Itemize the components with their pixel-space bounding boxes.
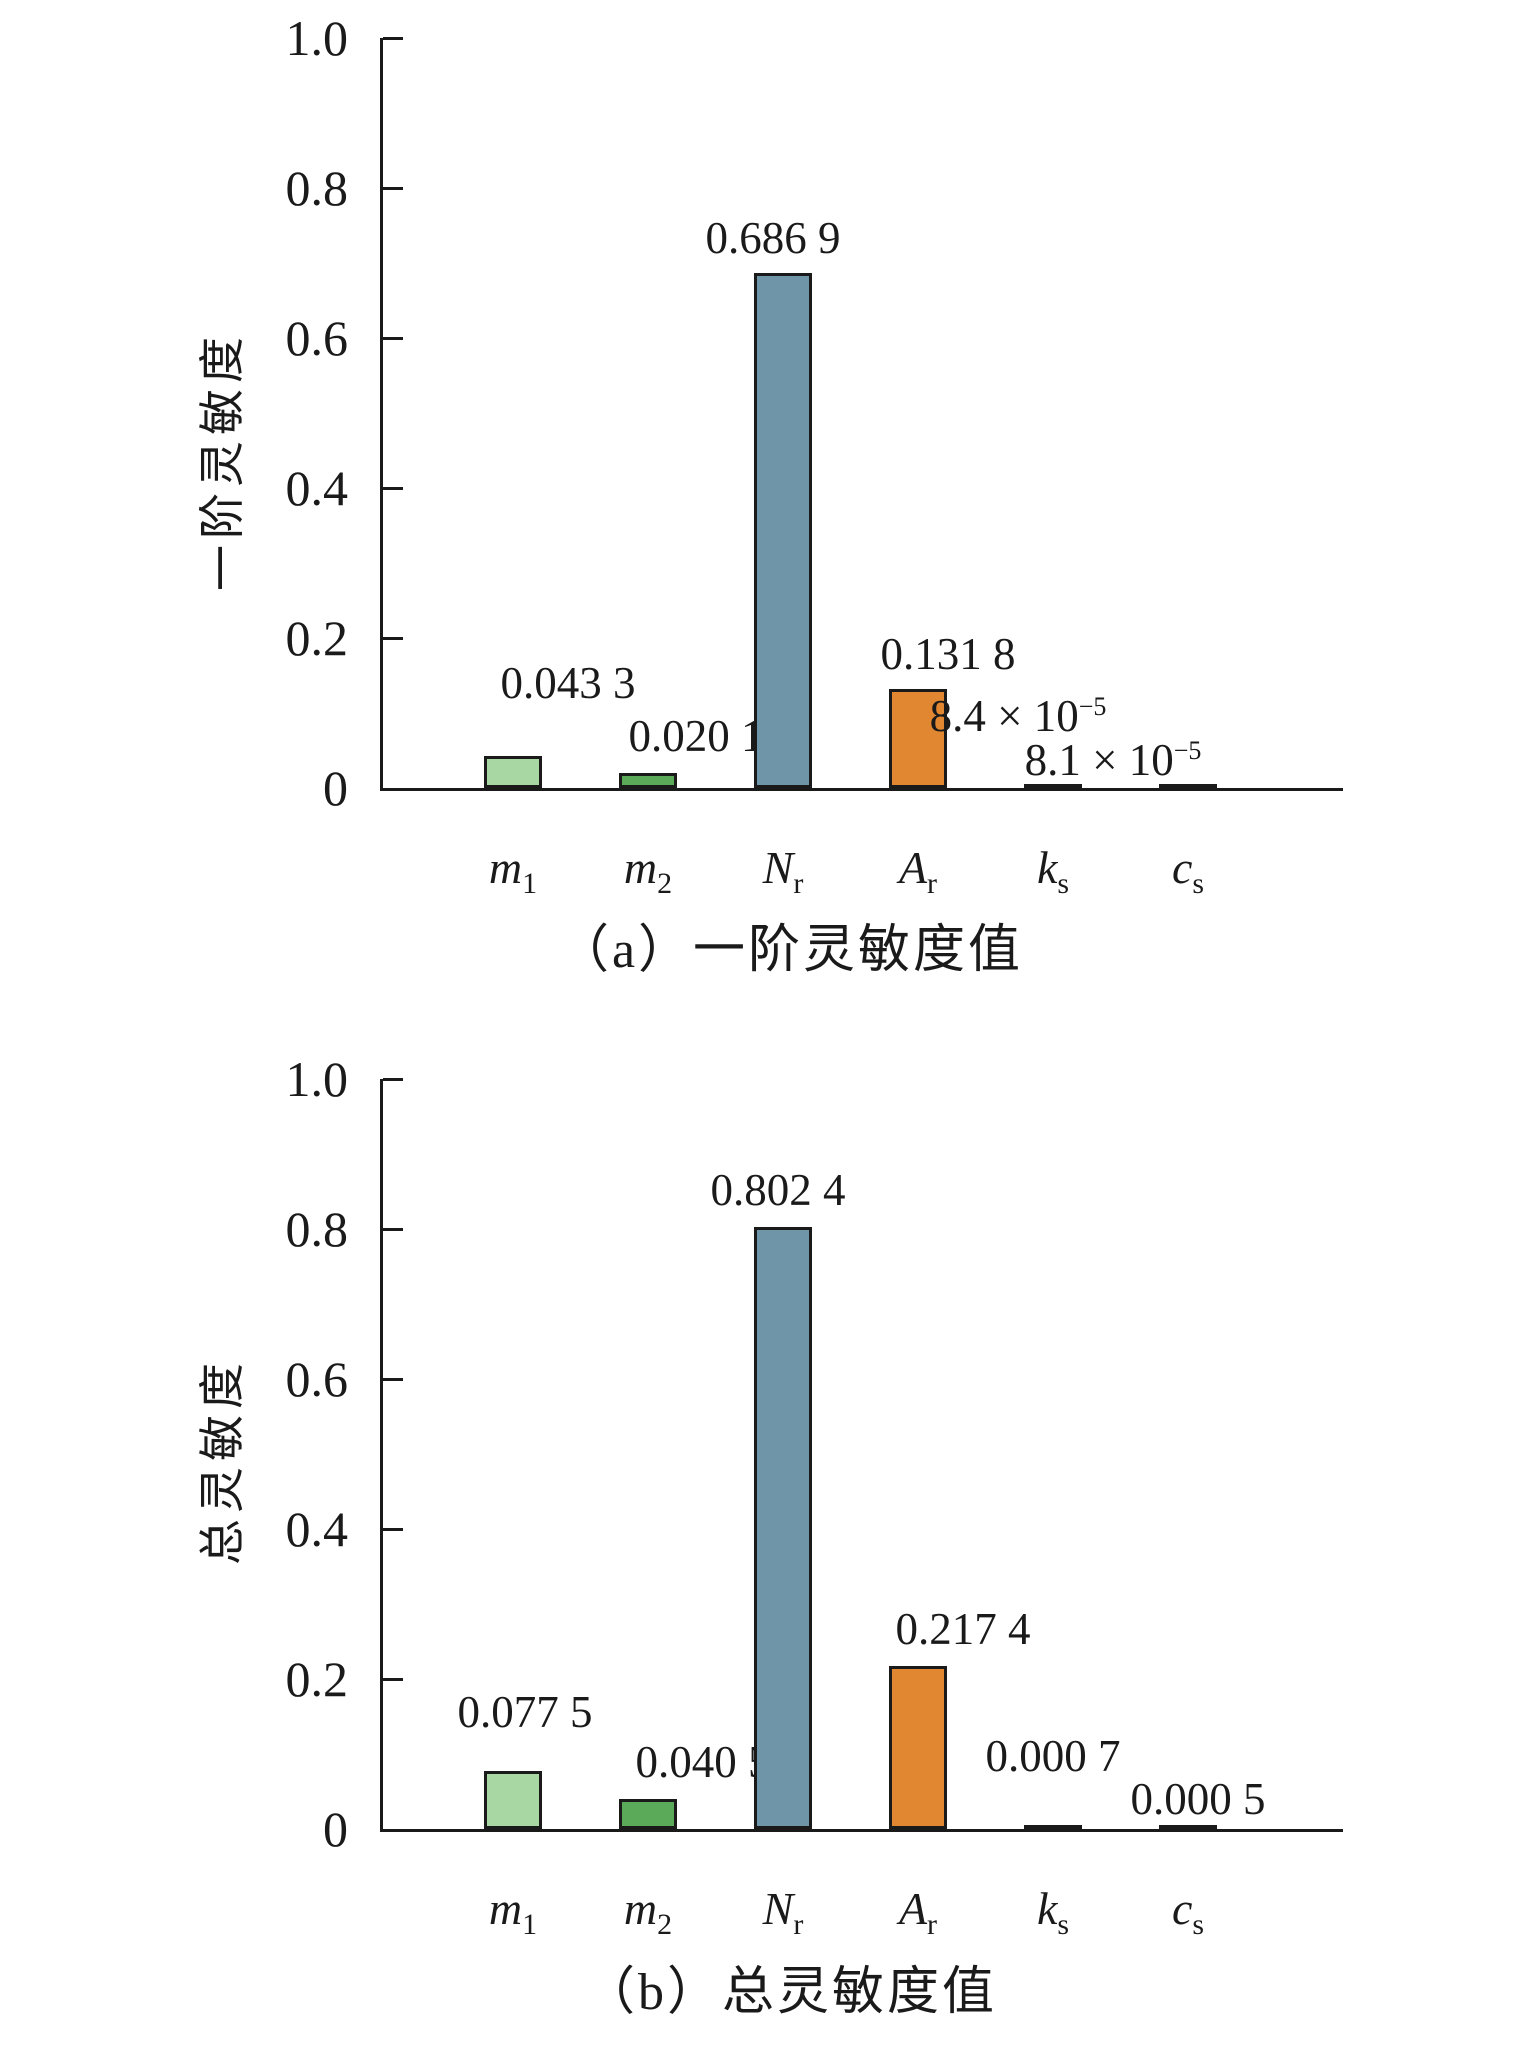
bar-cs xyxy=(1159,784,1217,788)
bar-cs xyxy=(1159,1825,1217,1829)
value-label-ks: 8.4 × 10−5 xyxy=(929,691,1107,741)
bar-m2 xyxy=(619,1799,677,1829)
bar-ks xyxy=(1024,784,1082,788)
y-tick-label: 1.0 xyxy=(285,1051,349,1107)
y-tick-label: 0.8 xyxy=(285,160,349,216)
y-tick-mark xyxy=(383,337,403,340)
y-tick-mark xyxy=(383,1228,403,1231)
plot-area-b: 1.0 0.8 0.6 0.4 0.2 0 0.077 5 m1 0.040 5 m2 0.802 … xyxy=(286,1054,1343,1941)
value-label-cs: 0.000 5 xyxy=(1130,1774,1266,1824)
y-tick-label: 0.2 xyxy=(285,610,349,666)
x-category-label-ks: ks xyxy=(1036,1883,1070,1942)
y-tick-label: 0.4 xyxy=(285,460,349,516)
y-tick-mark xyxy=(383,1378,403,1381)
bar-Ar xyxy=(889,689,947,788)
caption-a: （a）一阶灵敏度值 xyxy=(556,922,1024,979)
value-label-Ar: 0.131 8 xyxy=(880,629,1016,679)
x-category-label-Ar: Ar xyxy=(898,1883,938,1942)
value-label-Nr: 0.686 9 xyxy=(705,213,841,263)
value-label-m2: 0.040 5 xyxy=(635,1737,771,1787)
bar-Ar xyxy=(889,1666,947,1829)
sensitivity-figure: 一阶灵敏度 1.0 0.8 0.6 0.4 0.2 0 0.043 3 m1 0.020 1 m2… xyxy=(40,16,1535,2040)
value-label-ks: 0.000 7 xyxy=(985,1731,1121,1781)
bar-Nr xyxy=(754,273,812,788)
y-tick-mark xyxy=(383,37,403,40)
y-tick-label: 0.8 xyxy=(285,1201,349,1257)
bar-Nr xyxy=(754,1227,812,1829)
y-tick-label: 0.2 xyxy=(285,1651,349,1707)
value-label-m1: 0.043 3 xyxy=(500,658,636,708)
value-label-m2: 0.020 1 xyxy=(628,711,764,761)
chart-panel-a: 一阶灵敏度 1.0 0.8 0.6 0.4 0.2 0 0.043 3 m1 0.020 1 m2… xyxy=(40,16,1535,2040)
x-category-label-ks: ks xyxy=(1036,842,1070,901)
x-category-label-Nr: Nr xyxy=(762,842,804,901)
y-tick-mark xyxy=(383,1078,403,1081)
y-tick-label: 0.6 xyxy=(285,1351,349,1407)
plot-area-a: 1.0 0.8 0.6 0.4 0.2 0 0.043 3 m1 0.020 1 m2 0.686 … xyxy=(286,16,1343,900)
x-category-label-Nr: Nr xyxy=(762,1883,804,1942)
bar-m2 xyxy=(619,773,677,788)
value-label-m1: 0.077 5 xyxy=(457,1687,593,1737)
x-category-label-Ar: Ar xyxy=(898,842,938,901)
x-category-label-m2: m2 xyxy=(623,842,673,901)
bar-m1 xyxy=(484,1771,542,1829)
x-category-label-m1: m1 xyxy=(488,1883,538,1942)
y-tick-label: 0 xyxy=(323,760,348,816)
value-label-Ar: 0.217 4 xyxy=(895,1604,1031,1654)
x-category-label-cs: cs xyxy=(1171,842,1205,901)
y-tick-mark xyxy=(383,1528,403,1531)
y-tick-mark xyxy=(383,187,403,190)
caption-b: （b）总灵敏度值 xyxy=(582,1964,998,2021)
bar-ks xyxy=(1024,1825,1082,1829)
chart-panel-b: 总灵敏度 1.0 0.8 0.6 0.4 0.2 0 0.077 5 m1 0.040 5 m2 0… xyxy=(40,16,1535,2040)
x-category-label-m1: m1 xyxy=(488,842,538,901)
bar-m1 xyxy=(484,756,542,788)
value-label-cs: 8.1 × 10−5 xyxy=(1024,735,1202,785)
x-category-label-m2: m2 xyxy=(623,1883,673,1942)
value-label-Nr: 0.802 4 xyxy=(710,1165,846,1215)
y-tick-mark xyxy=(383,1678,403,1681)
y-tick-mark xyxy=(383,487,403,490)
y-tick-mark xyxy=(383,637,403,640)
y-tick-label: 0.4 xyxy=(285,1501,349,1557)
y-tick-label: 1.0 xyxy=(285,16,349,66)
x-category-label-cs: cs xyxy=(1171,1883,1205,1942)
y-tick-label: 0 xyxy=(323,1801,348,1857)
y-tick-label: 0.6 xyxy=(285,310,349,366)
